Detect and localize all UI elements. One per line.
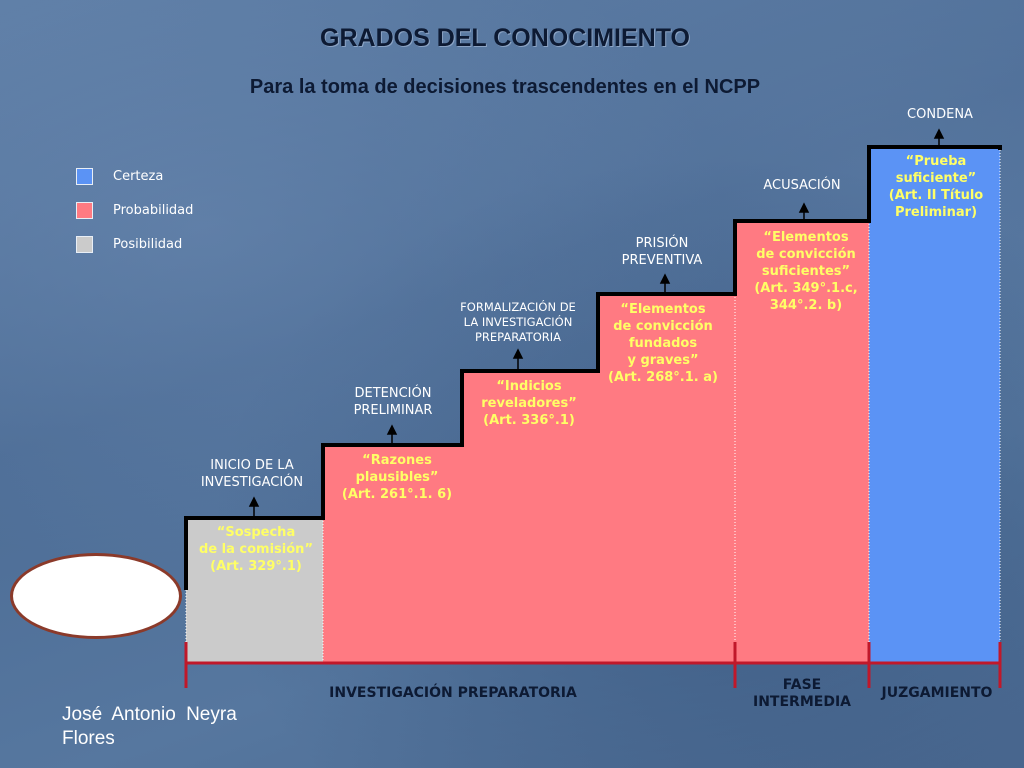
step-fill-detencion	[323, 445, 462, 663]
requirement-elementos-fundados: “Elementos de convicción fundados y grav…	[608, 302, 718, 385]
requirement-elementos-suficientes: “Elementos de convicción suficientes” (A…	[754, 230, 858, 313]
requirement-razones-plausibles: “Razones plausibles” (Art. 261°.1. 6)	[341, 453, 453, 502]
phase-investigacion-preparatoria: INVESTIGACIÓN PREPARATORIA	[329, 685, 577, 701]
author-name: José Antonio Neyra Flores	[62, 704, 237, 749]
legend-item-posibilidad: Posibilidad	[76, 234, 182, 254]
stage-label-acusacion: ACUSACIÓN	[763, 178, 841, 193]
requirement-indicios-reveladores: “Indicios reveladores” (Art. 336°.1)	[481, 379, 577, 428]
step-fill-formalizacion	[462, 371, 598, 663]
legend-item-certeza: Certeza	[76, 166, 163, 186]
blank-oval-shape	[10, 553, 182, 639]
stage-label-detencion: DETENCIÓN PRELIMINAR	[353, 386, 433, 418]
step-fill-condena	[869, 147, 1000, 663]
stage-arrows	[248, 128, 945, 516]
page-subtitle: Para la toma de decisiones trascendentes…	[249, 76, 761, 98]
legend-label: Probabilidad	[113, 202, 194, 218]
legend-swatch-certeza	[76, 167, 93, 185]
stage-label-prision: PRISIÓN PREVENTIVA	[621, 236, 703, 268]
legend-label: Certeza	[113, 168, 164, 184]
step-fill-inicio	[186, 518, 323, 663]
legend-item-probabilidad: Probabilidad	[76, 200, 193, 220]
stage-label-condena: CONDENA	[907, 107, 973, 122]
legend-swatch-probabilidad	[76, 201, 93, 219]
requirement-prueba-suficiente: “Prueba suficiente” (Art. II Título Prel…	[888, 154, 984, 220]
legend-label: Posibilidad	[113, 236, 183, 252]
stage-label-formalizacion: FORMALIZACIÓN DE LA INVESTIGACIÓN PREPAR…	[460, 300, 576, 344]
phase-fase-intermedia: FASE INTERMEDIA	[753, 677, 851, 710]
stage-label-inicio: INICIO DE LA INVESTIGACIÓN	[200, 458, 304, 490]
staircase-outline	[184, 145, 1002, 590]
step-fill-prision	[598, 294, 735, 663]
phase-juzgamiento: JUZGAMIENTO	[881, 685, 993, 701]
page-title: GRADOS DEL CONOCIMIENTO	[320, 24, 690, 52]
legend-swatch-posibilidad	[76, 235, 93, 253]
requirement-sospecha: “Sospecha de la comisión” (Art. 329°.1)	[199, 525, 313, 574]
phase-bracket	[184, 642, 1002, 688]
step-fill-acusacion	[735, 221, 869, 663]
